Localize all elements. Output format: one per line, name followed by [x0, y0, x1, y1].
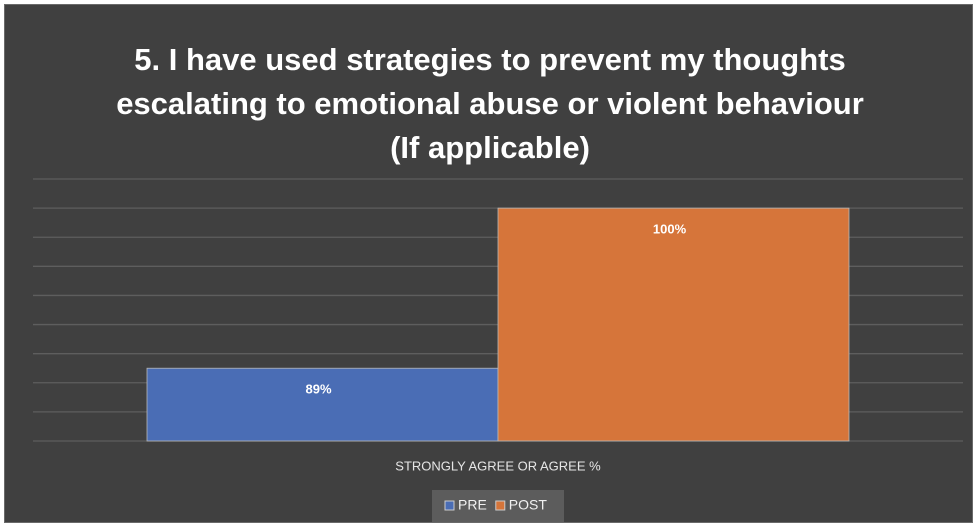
- legend-label: POST: [509, 497, 548, 513]
- legend-swatch: [495, 500, 506, 511]
- legend-swatch: [444, 500, 455, 511]
- data-label: 89%: [305, 382, 331, 397]
- bar: [146, 367, 499, 442]
- legend-label: PRE: [458, 497, 487, 513]
- x-tick-label: STRONGLY AGREE OR AGREE %: [395, 458, 601, 473]
- data-label: 100%: [653, 222, 687, 237]
- chart-title: 5. I have used strategies to prevent my …: [116, 42, 864, 165]
- bar: [497, 207, 850, 442]
